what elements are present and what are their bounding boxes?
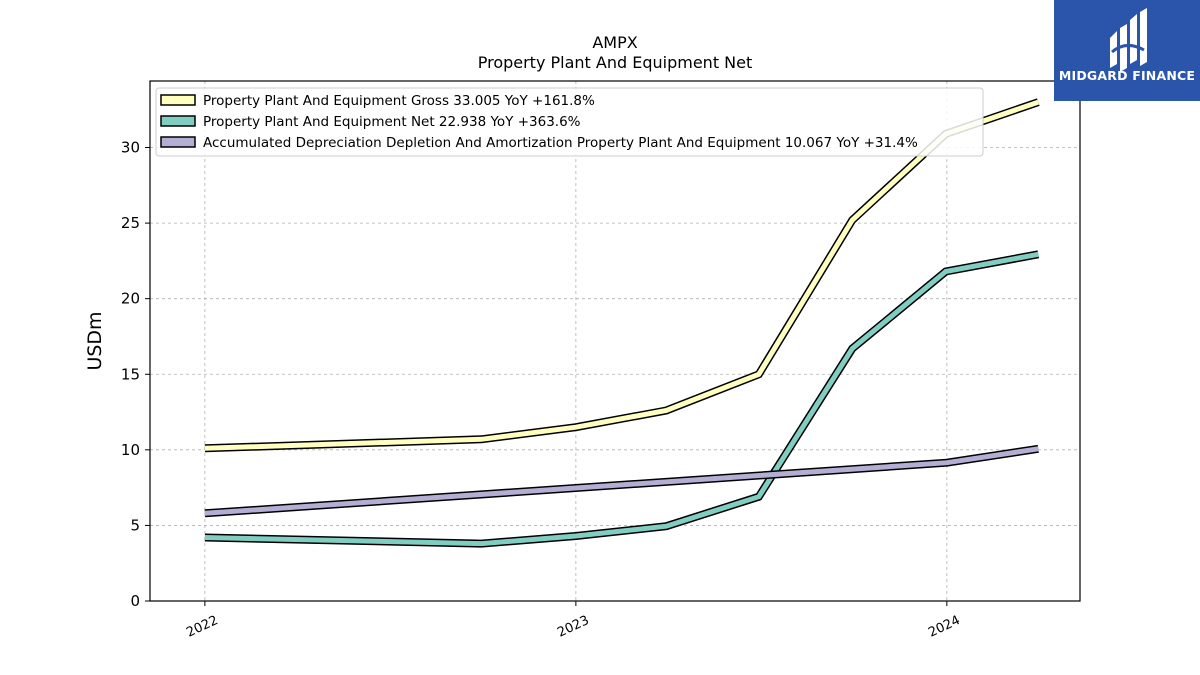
series-2-line [204, 251, 1039, 547]
y-axis-label: USDm [84, 311, 106, 370]
y-tick-label: 10 [121, 441, 140, 459]
grid-layer [150, 81, 1080, 602]
series-3-line [204, 446, 1039, 516]
legend-swatch [160, 136, 196, 148]
legend-swatch [160, 94, 196, 106]
brand-logo: MIDGARD FINANCE [1054, 0, 1200, 101]
y-tick-label: 25 [121, 214, 140, 232]
legend-label: Property Plant And Equipment Net 22.938 … [203, 114, 581, 130]
y-axis: 0 5 10 15 20 25 30 [121, 139, 150, 610]
plot-frame [149, 80, 1081, 602]
y-tick-label: 0 [130, 592, 140, 610]
x-tick-label: 2023 [555, 613, 591, 641]
legend-label: Accumulated Depreciation Depletion And A… [203, 135, 918, 151]
y-tick-label: 30 [121, 139, 140, 157]
x-axis: 2022 2023 2024 [184, 601, 963, 641]
brand-name: MIDGARD FINANCE [1058, 68, 1196, 83]
legend: Property Plant And Equipment Gross 33.00… [155, 87, 984, 157]
legend-swatch [160, 115, 196, 127]
x-tick-label: 2022 [184, 613, 220, 641]
y-tick-label: 20 [121, 290, 140, 308]
series-layer [204, 98, 1040, 548]
legend-label: Property Plant And Equipment Gross 33.00… [203, 93, 595, 109]
y-tick-label: 15 [121, 365, 140, 383]
x-tick-label: 2024 [926, 613, 962, 641]
chart-title: AMPX [592, 33, 637, 52]
brand-mark-icon [1110, 8, 1147, 72]
chart-subtitle: Property Plant And Equipment Net [478, 53, 753, 72]
legend-box [155, 87, 984, 157]
y-tick-label: 5 [130, 516, 140, 534]
